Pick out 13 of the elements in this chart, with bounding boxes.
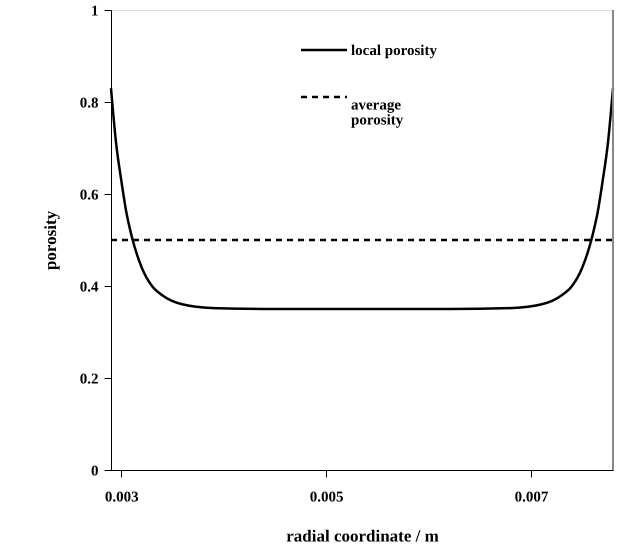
- x-tick-label: 0.003: [104, 490, 139, 506]
- y-axis-title: porosity: [40, 210, 60, 270]
- legend-label: local porosity: [351, 43, 438, 59]
- legend-label: average porosity: [351, 98, 404, 128]
- y-tick-label: 0.6: [80, 188, 99, 204]
- y-tick-label: 1: [91, 4, 98, 20]
- y-tick-label: 0.4: [80, 280, 99, 296]
- x-axis-title: radial coordinate / m: [286, 526, 439, 546]
- x-tick-label: 0.005: [310, 490, 344, 506]
- y-tick-label: 0.8: [80, 96, 98, 112]
- y-tick-label: 0.2: [80, 372, 98, 388]
- x-tick-label: 0.007: [514, 490, 549, 506]
- y-tick-label: 0: [91, 464, 98, 480]
